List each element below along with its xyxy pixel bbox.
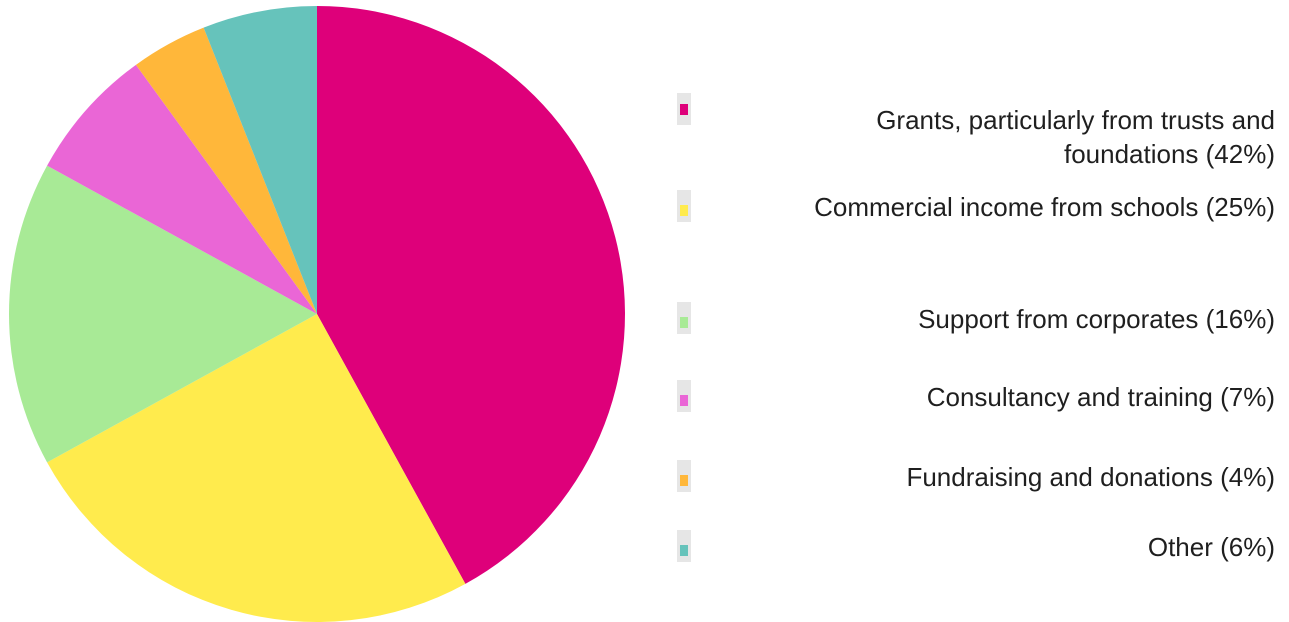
- legend-swatch: [680, 317, 688, 328]
- legend-swatch: [680, 104, 688, 115]
- pie-slice-3: [9, 165, 318, 463]
- legend-item: Other (6%): [660, 530, 1275, 570]
- legend-item: Grants, particularly from trusts and fou…: [660, 93, 1275, 173]
- pie-slice-4: [47, 64, 317, 314]
- pie-slice-6: [203, 6, 317, 314]
- legend-item: Support from corporates (16%): [660, 302, 1275, 342]
- legend-marker: [677, 380, 691, 412]
- legend-swatch: [680, 545, 688, 556]
- pie-slice-1: [317, 6, 625, 584]
- legend-item: Commercial income from schools (25%): [660, 190, 1275, 260]
- legend-swatch: [680, 395, 688, 406]
- legend-label: Grants, particularly from trusts and fou…: [876, 105, 1275, 169]
- legend-label: Consultancy and training (7%): [926, 382, 1275, 412]
- legend-label: Commercial income from schools (25%): [814, 192, 1275, 222]
- legend-marker: [677, 302, 691, 334]
- legend-swatch: [680, 205, 688, 216]
- legend-swatch: [680, 475, 688, 486]
- pie-slice-5: [135, 27, 317, 314]
- legend-label: Other (6%): [1147, 532, 1275, 562]
- legend-marker: [677, 190, 691, 222]
- legend-label: Support from corporates (16%): [918, 304, 1275, 334]
- legend-item: Fundraising and donations (4%): [660, 460, 1275, 500]
- legend-marker: [677, 93, 691, 125]
- legend-label: Fundraising and donations (4%): [906, 462, 1275, 492]
- legend-item: Consultancy and training (7%): [660, 380, 1275, 420]
- legend-marker: [677, 530, 691, 562]
- pie-slice-2: [47, 314, 466, 622]
- legend-marker: [677, 460, 691, 492]
- pie-plot-area: [9, 6, 625, 622]
